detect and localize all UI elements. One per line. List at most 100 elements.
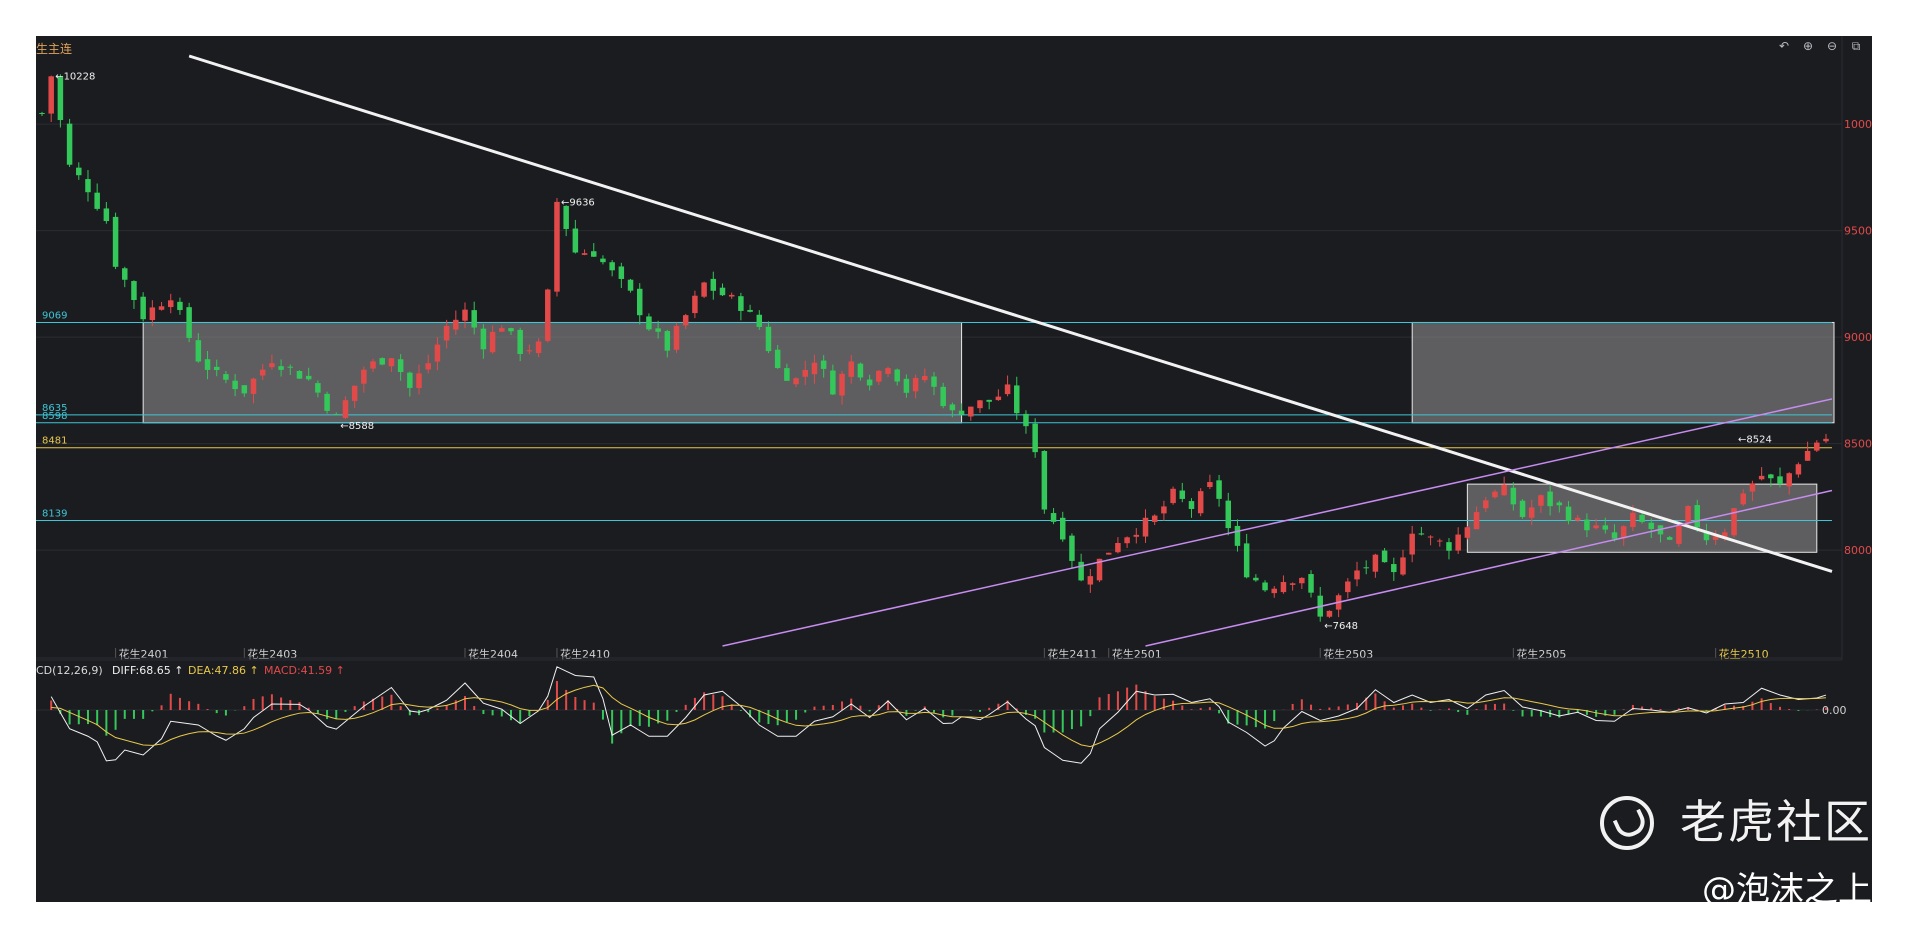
candle-body [407,372,413,388]
candle-body [1299,577,1305,584]
candle-body [728,294,735,297]
candle-body [600,258,606,263]
candle-body [784,368,790,381]
candle-body [857,363,864,378]
candle-body [545,289,551,341]
candle-body [1786,473,1792,487]
candle-body [296,370,303,379]
candle-body [1050,513,1057,522]
candle-body [866,379,873,386]
candle-body [517,329,523,354]
candle-body [876,370,882,382]
candle-body [986,399,992,402]
candle-body [1519,500,1526,517]
candle-body [1768,474,1774,479]
candle-body [949,404,956,411]
candle-body [195,340,202,362]
zoom-in-icon[interactable]: ⊕ [1802,39,1814,53]
x-tick-label: 花生2404 [468,647,518,661]
candle-body [1611,532,1618,539]
candle-body [1437,540,1443,542]
candle-body [1032,423,1038,453]
macd-dea-line [51,684,1827,748]
x-tick-label: 花生2503 [1323,647,1373,661]
candle-body [977,400,983,409]
candle-body [1381,550,1388,563]
candle-body [259,369,266,376]
candle-body [241,385,248,394]
candle-body [1758,475,1765,480]
candle-body [1124,537,1130,544]
x-tick-label: 花生2505 [1516,647,1566,661]
candle-body [112,216,119,267]
candle-body [471,310,477,328]
candle-body [535,341,542,354]
candle-body [1427,536,1434,538]
candle-body [1565,506,1572,522]
candle-body [1639,514,1645,522]
candle-body [1216,480,1222,499]
candle-body [1685,506,1691,523]
candle-body [1574,517,1581,521]
candle-body [922,375,928,381]
settings-icon[interactable]: ⧉ [1851,39,1861,53]
candle-body [39,112,45,114]
candle-body [1004,384,1011,395]
candle-body [1400,557,1406,575]
x-tick-label: 花生2401 [119,647,169,661]
candle-body [1630,512,1636,528]
undo-icon[interactable]: ↶ [1778,39,1790,53]
candle-body [793,378,799,385]
candle-body [85,179,91,193]
range-box [142,321,963,424]
candle-body [701,282,707,297]
candle-body [1593,525,1599,529]
candle-body [1372,554,1379,572]
y-tick-label: 9500 [1844,225,1872,238]
candle-body [1326,610,1333,617]
candle-body [434,344,441,362]
candle-body [103,208,110,222]
candle-body [305,375,312,380]
candle-body [692,295,698,314]
candle-body [719,287,726,296]
candle-body [1142,517,1149,537]
candle-body [1078,561,1084,581]
candle-body [1308,574,1314,593]
candle-body [351,385,358,401]
candle-body [213,366,220,371]
candle-body [1188,501,1195,509]
candle-body [682,315,689,326]
macd-label: DIFF:68.65 ↑ [112,664,183,677]
candle-body [1602,525,1609,530]
candle-body [646,316,652,330]
candle-body [1409,533,1415,555]
candle-body [499,328,505,332]
candle-body [563,205,569,229]
candle-body [416,373,422,388]
candle-body [397,359,404,373]
level-label: 8635 [42,403,67,414]
zoom-out-icon[interactable]: ⊖ [1826,39,1838,53]
candle-body [609,262,615,271]
candle-body [140,296,146,320]
candle-body [820,360,827,369]
candle-body [223,374,229,380]
candle-body [1069,535,1075,561]
candle-body [572,228,579,253]
candle-body [370,361,376,369]
level-label: 8481 [42,436,67,447]
candle-body [361,369,367,384]
candle-body [968,406,974,417]
trend-line [722,398,1833,647]
candle-body [76,167,82,176]
candle-body [1795,464,1802,475]
candle-body [1648,522,1655,529]
candle-body [1528,507,1535,518]
x-tick-label: 花生2410 [560,647,610,661]
candle-body [324,393,330,411]
x-tick-label: 花生2403 [247,647,297,661]
candle-body [554,201,560,292]
candle-body [894,369,900,382]
